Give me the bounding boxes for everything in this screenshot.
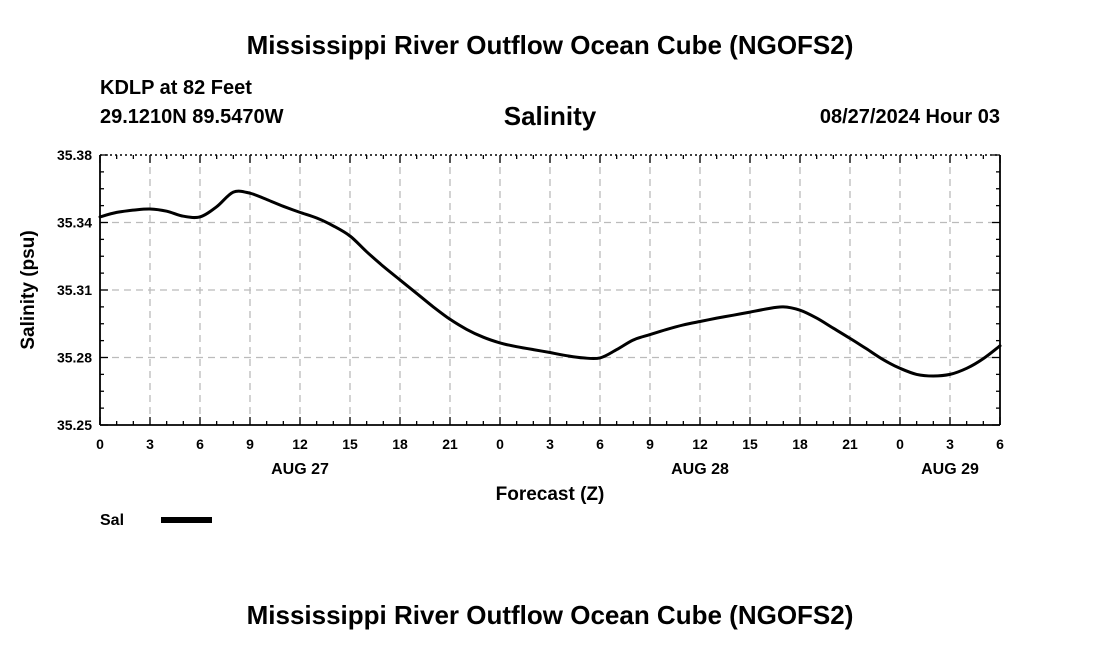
station-label: KDLP at 82 Feet [100,77,252,99]
x-tick-label: 15 [342,436,358,452]
legend: Sal [100,512,212,529]
x-tick-label: 6 [196,436,204,452]
x-tick-label: 6 [996,436,1004,452]
y-axis-title: Salinity (psu) [18,230,39,349]
x-axis-title: Forecast (Z) [496,484,605,505]
x-tick-label: 9 [246,436,254,452]
x-tick-label: 18 [792,436,808,452]
x-tick-label: 9 [646,436,654,452]
y-tick-label: 35.34 [57,215,92,231]
x-tick-label: 3 [546,436,554,452]
legend-label-sal: Sal [100,512,124,529]
x-tick-label: 12 [292,436,308,452]
x-tick-label: 21 [842,436,858,452]
y-tick-label: 35.38 [57,147,92,163]
series-line-sal [98,189,1002,378]
y-tick-label: 35.25 [57,417,92,433]
datetime-label: 08/27/2024 Hour 03 [819,106,1000,128]
axes: 0 3 6 9 12 15 18 21 0 3 6 9 12 15 18 21 0 3 6 35.25 35.28 35.… [57,147,1004,478]
x-tick-label: 3 [946,436,954,452]
footer-title: Mississippi River Outflow Ocean Cube (NG… [246,600,854,630]
x-tick-label: 3 [146,436,154,452]
date-label: AUG 29 [921,461,979,478]
coordinates-label: 29.1210N 89.5470W [100,106,284,128]
x-tick-label: 18 [392,436,408,452]
x-tick-label: 21 [442,436,458,452]
x-tick-label: 0 [896,436,904,452]
date-label: AUG 28 [671,461,729,478]
y-tick-label: 35.28 [57,350,92,366]
series-layer [98,189,1002,378]
x-tick-label: 6 [596,436,604,452]
main-title: Mississippi River Outflow Ocean Cube (NG… [246,30,854,60]
chart-title: Salinity [503,101,597,131]
x-tick-label: 15 [742,436,758,452]
x-tick-label: 0 [96,436,104,452]
date-label: AUG 27 [271,461,329,478]
x-tick-label: 0 [496,436,504,452]
x-tick-label: 12 [692,436,708,452]
y-tick-label: 35.31 [57,282,92,298]
grid [100,155,1000,425]
